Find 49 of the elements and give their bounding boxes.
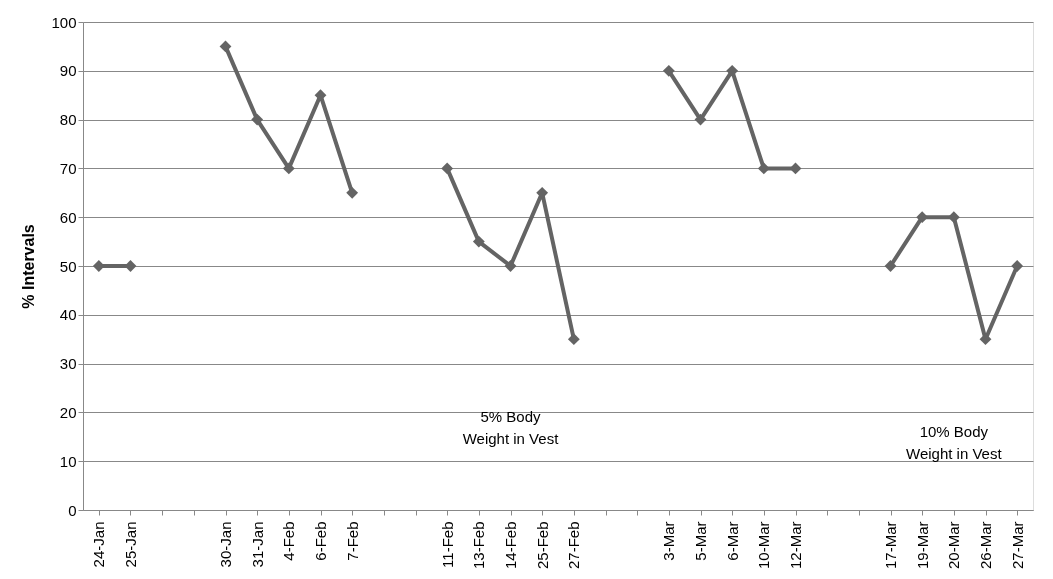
y-tick-label: 10 — [59, 452, 77, 470]
x-tick-label: 14-Feb — [502, 521, 519, 570]
point — [694, 113, 707, 126]
x-tick-label: 13-Feb — [470, 521, 488, 570]
point — [472, 235, 485, 248]
point — [567, 333, 580, 346]
y-tick-label: 90 — [59, 62, 77, 80]
point — [884, 260, 897, 272]
y-tick-label: 40 — [59, 306, 77, 324]
point — [441, 162, 454, 175]
y-tick-label: 70 — [59, 159, 77, 177]
y-tick-label: 80 — [59, 111, 77, 129]
x-tick-label: 11-Feb — [438, 521, 456, 568]
x-tick-label: 25-Jan — [122, 521, 139, 568]
y-tick-label: 30 — [59, 355, 77, 373]
x-tick-label: 10-Mar — [755, 521, 773, 570]
x-tick-label: 19-Mar — [913, 521, 931, 570]
x-tick-label: 3-Mar — [660, 521, 678, 561]
x-tick-label: 26-Mar — [977, 521, 994, 570]
y-axis-title: % Intervals — [20, 224, 38, 309]
annotation: 10% Body Weight in Vest — [906, 422, 1003, 462]
x-tick-label: 7-Feb — [343, 521, 361, 561]
x-tick-label: 27-Feb — [565, 521, 583, 570]
x-tick-label: 6-Feb — [312, 521, 329, 561]
point — [726, 64, 739, 77]
x-tick-label: 25-Feb — [533, 521, 551, 570]
y-tick-label: 20 — [59, 403, 77, 421]
point — [282, 162, 295, 175]
point — [504, 260, 517, 272]
point — [251, 113, 264, 126]
x-tick-label: 27-Mar — [1008, 521, 1026, 570]
y-tick-label: 100 — [51, 13, 77, 31]
point — [1011, 260, 1024, 272]
point — [346, 186, 359, 199]
y-tick-label: 50 — [59, 257, 77, 275]
x-tick-label: 31-Jan — [248, 521, 266, 568]
x-tick-label: 6-Mar — [723, 521, 741, 561]
x-tick-label: 4-Feb — [280, 521, 298, 561]
x-tick-label: 30-Jan — [217, 521, 234, 568]
x-tick-label: 24-Jan — [90, 521, 108, 568]
y-tick-label: 60 — [59, 208, 77, 226]
point — [219, 40, 232, 53]
x-tick-label: 12-Mar — [787, 521, 804, 570]
x-tick-label: 5-Mar — [692, 521, 709, 561]
x-tick-label: 17-Mar — [882, 521, 899, 570]
x-tick-label: 20-Mar — [945, 521, 963, 570]
y-tick-label: 0 — [68, 501, 77, 519]
point — [662, 64, 675, 77]
annotation: 5% Body Weight in Vest — [462, 408, 560, 448]
